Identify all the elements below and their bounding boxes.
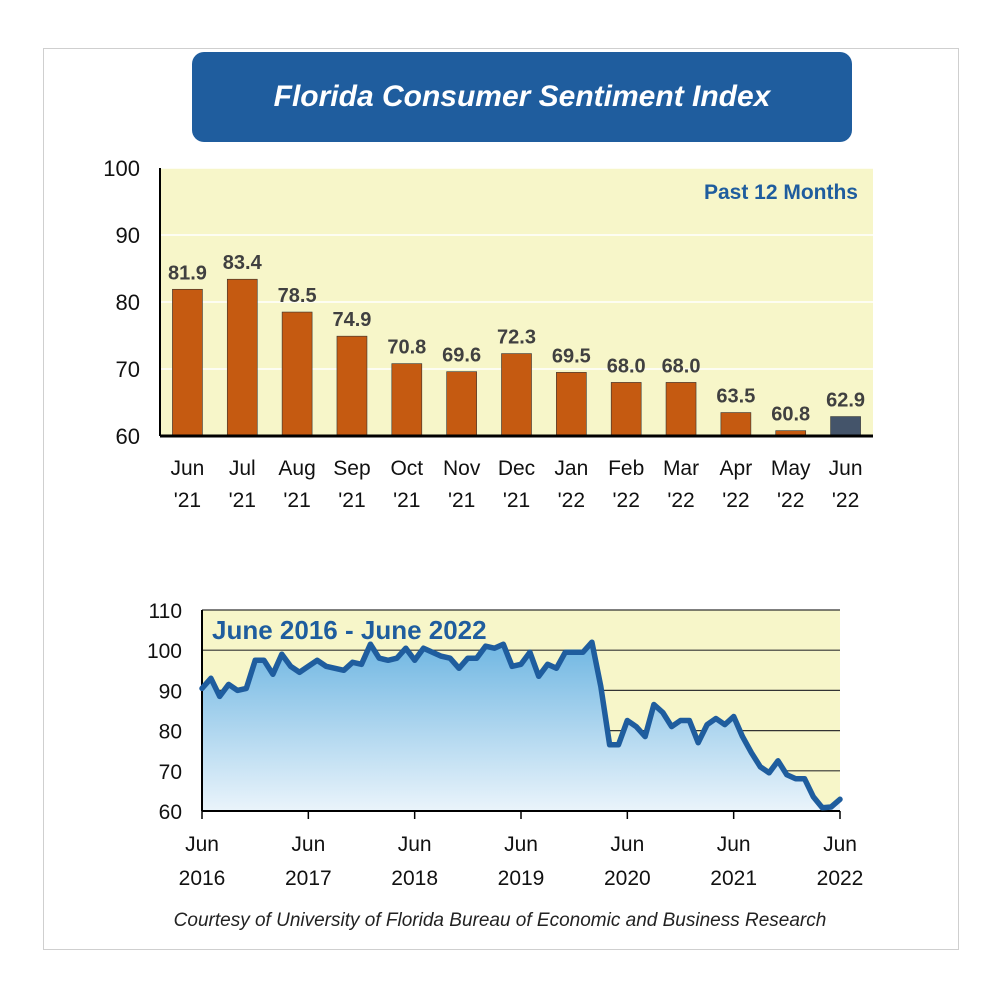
line-y-tick-label: 80: [159, 721, 182, 744]
line-x-tick-label: Jun 2016: [179, 833, 226, 890]
line-y-tick-label: 110: [149, 600, 182, 623]
line-y-tick-label: 100: [147, 640, 182, 663]
line-x-tick-label: Jun 2018: [391, 833, 438, 890]
line-x-tick-label: Jun 2022: [817, 833, 864, 890]
line-x-tick-label: Jun 2020: [604, 833, 651, 890]
bar-data-label: 68.0: [662, 355, 701, 377]
line-x-tick-label: Jun 2021: [710, 833, 757, 890]
bar-data-label: 78.5: [278, 285, 317, 307]
bar: [446, 371, 477, 437]
bar-data-label: 63.5: [716, 386, 755, 408]
bar-chart: 60 70 80 90 100 81.9 Jun '21 83.4 Jul '21 78.5 Aug '2…: [103, 156, 873, 512]
line-x-tick-label: Jun 2017: [285, 833, 332, 890]
bar-x-tick-label: Sep '21: [333, 457, 370, 512]
bar-x-tick-label: Dec '21: [498, 457, 535, 512]
bar-x-tick-label: Feb '22: [608, 457, 644, 512]
bar: [665, 382, 697, 437]
bar-data-label: 72.3: [497, 327, 536, 349]
bar-data-label: 68.0: [607, 355, 646, 377]
bar: [336, 335, 368, 437]
bar: [610, 382, 642, 437]
bar-x-tick-label: Jun '21: [170, 457, 204, 512]
bar-y-tick-label: 70: [116, 357, 140, 382]
bar: [226, 278, 258, 437]
bar-y-tick-label: 100: [103, 156, 140, 181]
bar-data-label: 69.6: [442, 345, 481, 367]
bar-x-tick-label: Aug '21: [278, 457, 315, 512]
bar: [391, 363, 423, 437]
credit-text: Courtesy of University of Florida Bureau…: [173, 910, 827, 931]
bar-x-tick-label: Apr '22: [720, 457, 753, 512]
bar-data-label: 81.9: [168, 262, 207, 284]
bar-x-tick-label: May '22: [771, 457, 811, 512]
bar-x-tick-label: Jul '21: [229, 457, 256, 512]
bar-data-label: 62.9: [826, 390, 865, 412]
bar: [281, 311, 313, 437]
bar-data-label: 83.4: [223, 252, 263, 274]
bar-x-tick-label: Nov '21: [443, 457, 481, 512]
bar-data-label: 69.5: [552, 345, 591, 367]
bar-data-label: 70.8: [387, 337, 426, 359]
bar-y-tick-label: 90: [116, 223, 140, 248]
bar-data-label: 74.9: [332, 309, 371, 331]
title-banner: Florida Consumer Sentiment Index: [192, 52, 852, 142]
bar-subtitle: Past 12 Months: [704, 181, 858, 204]
line-y-tick-label: 70: [159, 761, 182, 784]
chart-title: Florida Consumer Sentiment Index: [273, 80, 771, 113]
line-subtitle: June 2016 - June 2022: [212, 615, 487, 645]
line-y-tick-label: 60: [159, 801, 182, 824]
bar-x-tick-label: Jun '22: [829, 457, 863, 512]
bar-data-label: 60.8: [771, 404, 810, 426]
line-y-tick-label: 90: [159, 680, 182, 703]
bar-x-tick-label: Mar '22: [663, 457, 699, 512]
bar-y-tick-label: 60: [116, 424, 140, 449]
bar: [556, 372, 587, 437]
bar-y-tick-label: 80: [116, 290, 140, 315]
bar: [501, 353, 532, 437]
bar-x-tick-label: Jan '22: [554, 457, 588, 512]
area-fill: [202, 642, 840, 811]
series-line: [199, 639, 843, 811]
bar-x-tick-label: Oct '21: [390, 457, 423, 512]
line-x-tick-label: Jun 2019: [498, 833, 545, 890]
